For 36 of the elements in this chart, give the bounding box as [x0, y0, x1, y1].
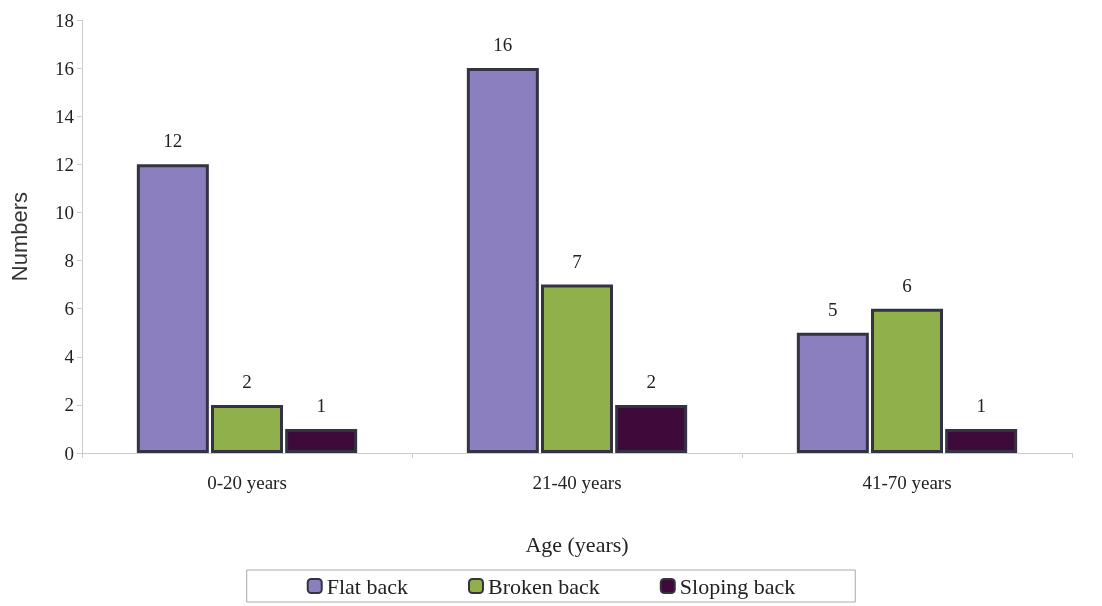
y-tick-label: 16 — [55, 57, 74, 79]
y-tick-label: 4 — [64, 346, 75, 368]
bar — [796, 332, 869, 453]
y-tick-label: 2 — [64, 394, 74, 416]
bar — [211, 404, 283, 453]
y-axis-title: Numbers — [6, 191, 32, 282]
bar — [541, 284, 613, 453]
bar — [945, 428, 1018, 453]
legend-label: Broken back — [487, 573, 600, 599]
data-label: 16 — [493, 34, 513, 56]
x-tick-label: 41-70 years — [862, 472, 952, 493]
y-tick-label: 12 — [55, 153, 74, 175]
bar — [136, 164, 209, 453]
x-tick-label: 0-20 years — [207, 472, 287, 493]
data-label: 5 — [828, 298, 838, 320]
data-label: 7 — [572, 250, 582, 272]
legend-label: Sloping back — [679, 573, 796, 599]
x-axis-title: Age (years) — [525, 531, 629, 557]
y-tick-label: 6 — [64, 298, 74, 320]
bar — [466, 68, 539, 453]
x-tick-label: 21-40 years — [532, 472, 622, 493]
y-tick-label: 0 — [64, 442, 74, 464]
data-label: 1 — [976, 394, 986, 416]
data-label: 6 — [902, 274, 912, 296]
y-tick-label: 10 — [55, 201, 74, 223]
bar — [615, 404, 688, 453]
data-label: 12 — [163, 130, 183, 152]
data-label: 1 — [316, 394, 326, 416]
bar — [871, 308, 943, 453]
y-tick-label: 18 — [55, 9, 74, 31]
data-label: 2 — [242, 370, 252, 392]
legend-label: Flat back — [326, 573, 408, 599]
data-label: 2 — [646, 370, 656, 392]
y-tick-label: 14 — [55, 105, 75, 127]
y-tick-label: 8 — [64, 250, 74, 272]
bar — [285, 428, 358, 453]
